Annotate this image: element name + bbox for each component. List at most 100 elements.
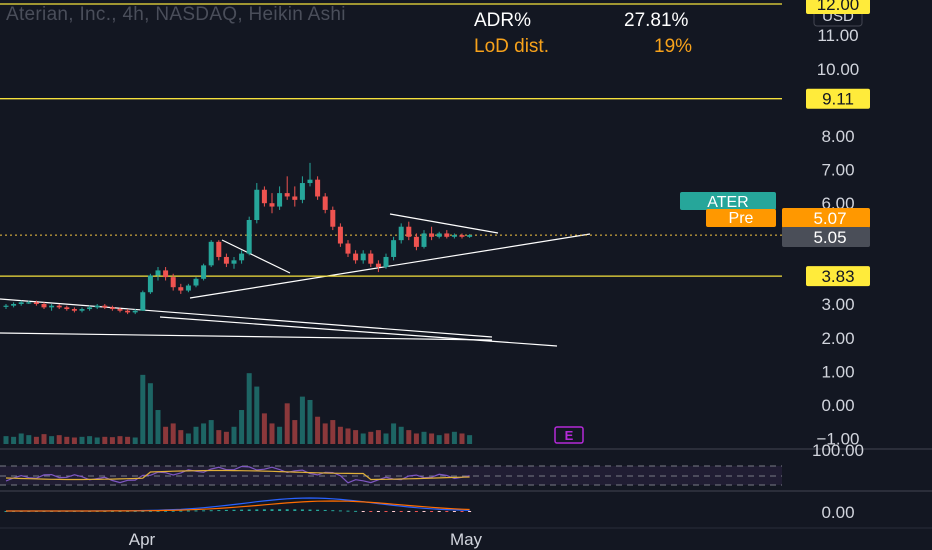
rsi-signal-line <box>5 469 470 481</box>
earnings-marker: E <box>554 426 584 444</box>
level-tag-text: 3.83 <box>821 267 854 286</box>
macd-histogram-bar <box>270 509 274 511</box>
volume-bar <box>56 435 62 444</box>
volume-bar <box>125 436 131 444</box>
macd-histogram-bar <box>240 509 244 511</box>
price-axis-label: 10.00 <box>817 60 860 79</box>
earnings-marker-label: E <box>565 428 574 443</box>
earnings-marker-box <box>554 426 584 444</box>
lod-value: 19% <box>654 36 693 57</box>
candle-body <box>18 302 24 304</box>
time-axis-label: May <box>450 530 483 549</box>
volume-bar <box>307 399 313 444</box>
macd-histogram-bar <box>217 510 221 512</box>
candle-body <box>231 260 237 264</box>
volume-bar <box>102 436 108 444</box>
volume-bar <box>254 386 260 444</box>
candle-body <box>185 285 191 291</box>
volume-bar <box>459 433 465 444</box>
candle-body <box>140 292 146 311</box>
candle-body <box>170 277 176 288</box>
candle-body <box>223 256 229 264</box>
candle-body <box>391 240 397 257</box>
trendline <box>389 213 499 234</box>
volume-bar <box>49 436 55 444</box>
volume-bar <box>132 437 138 444</box>
candle-body <box>155 270 161 276</box>
ticker-tag-text: ATER <box>707 194 748 211</box>
candle-body <box>345 243 351 254</box>
candle-body <box>56 305 62 308</box>
rsi-axis-label: 100.00 <box>812 441 864 460</box>
macd-histogram-bar <box>452 511 456 512</box>
macd-histogram-bar <box>133 510 137 512</box>
macd-histogram-bar <box>308 509 312 511</box>
ticker-tag: ATER <box>680 192 776 211</box>
macd-histogram-bar <box>437 511 441 512</box>
volume-bar <box>467 435 473 444</box>
macd-histogram-bar <box>156 510 160 512</box>
candle-body <box>292 196 298 200</box>
candle-body <box>117 309 123 311</box>
volume-bar <box>185 433 191 444</box>
macd-histogram-bar <box>460 511 464 512</box>
volume-bar <box>398 426 404 444</box>
candle-body <box>299 183 305 200</box>
last-price-box <box>782 227 870 247</box>
volume-bar <box>284 403 290 444</box>
chart-title: Aterian, Inc., 4h, NASDAQ, Heikin Ashi <box>6 4 346 25</box>
trendlines <box>0 213 591 347</box>
candle-body <box>459 235 465 237</box>
volume-bar <box>406 430 412 444</box>
macd-histogram-bar <box>202 510 206 512</box>
price-axis: 11.0010.008.007.006.003.002.001.000.00−1… <box>129 0 870 549</box>
volume-bar <box>330 420 336 444</box>
candle-body <box>261 189 267 204</box>
volume-bar <box>147 383 153 444</box>
level-tag-text: 9.11 <box>822 90 854 109</box>
trendline <box>0 298 493 338</box>
candle-body <box>193 278 199 286</box>
level-tag: 12.00 <box>806 0 870 14</box>
macd-histogram-bar <box>361 511 365 512</box>
volume-bar <box>223 431 229 444</box>
volume-bar <box>299 396 305 444</box>
candle-body <box>337 226 343 244</box>
macd-histogram-bar <box>232 509 236 511</box>
volume-bar <box>413 433 419 444</box>
volume-bar <box>391 423 397 444</box>
candle-body <box>307 179 313 184</box>
candle-body <box>147 275 153 293</box>
macd-histogram-bar <box>179 510 183 512</box>
candle-body <box>11 304 17 306</box>
candle-body <box>383 256 389 268</box>
candle-body <box>71 309 77 311</box>
time-axis-label: Apr <box>129 530 156 549</box>
candle-body <box>109 307 115 310</box>
volume-bar <box>193 426 199 444</box>
macd-histogram-bar <box>399 511 403 512</box>
price-levels <box>0 3 782 277</box>
macd-histogram-bar <box>285 509 289 511</box>
volume-bar <box>322 423 328 444</box>
price-axis-label: 3.00 <box>821 295 854 314</box>
candle-body <box>322 196 328 210</box>
candle-body <box>125 310 131 313</box>
volume-bar <box>368 431 374 444</box>
volume-bar <box>163 426 169 444</box>
macd-histogram-bar <box>224 509 228 511</box>
macd-histogram-bar <box>141 510 145 512</box>
pre-label-text: Pre <box>729 210 754 227</box>
candle-body <box>102 305 108 308</box>
volume-bar <box>375 430 381 444</box>
candle-body <box>269 203 275 207</box>
pre-label-box <box>706 209 776 227</box>
price-axis-label: 8.00 <box>821 127 854 146</box>
candle-body <box>444 233 450 237</box>
candle-body <box>353 253 359 261</box>
candle-body <box>368 253 374 264</box>
macd-axis-label: 0.00 <box>821 503 854 522</box>
volume-bars <box>3 373 473 444</box>
macd-histogram-bar <box>376 511 380 512</box>
